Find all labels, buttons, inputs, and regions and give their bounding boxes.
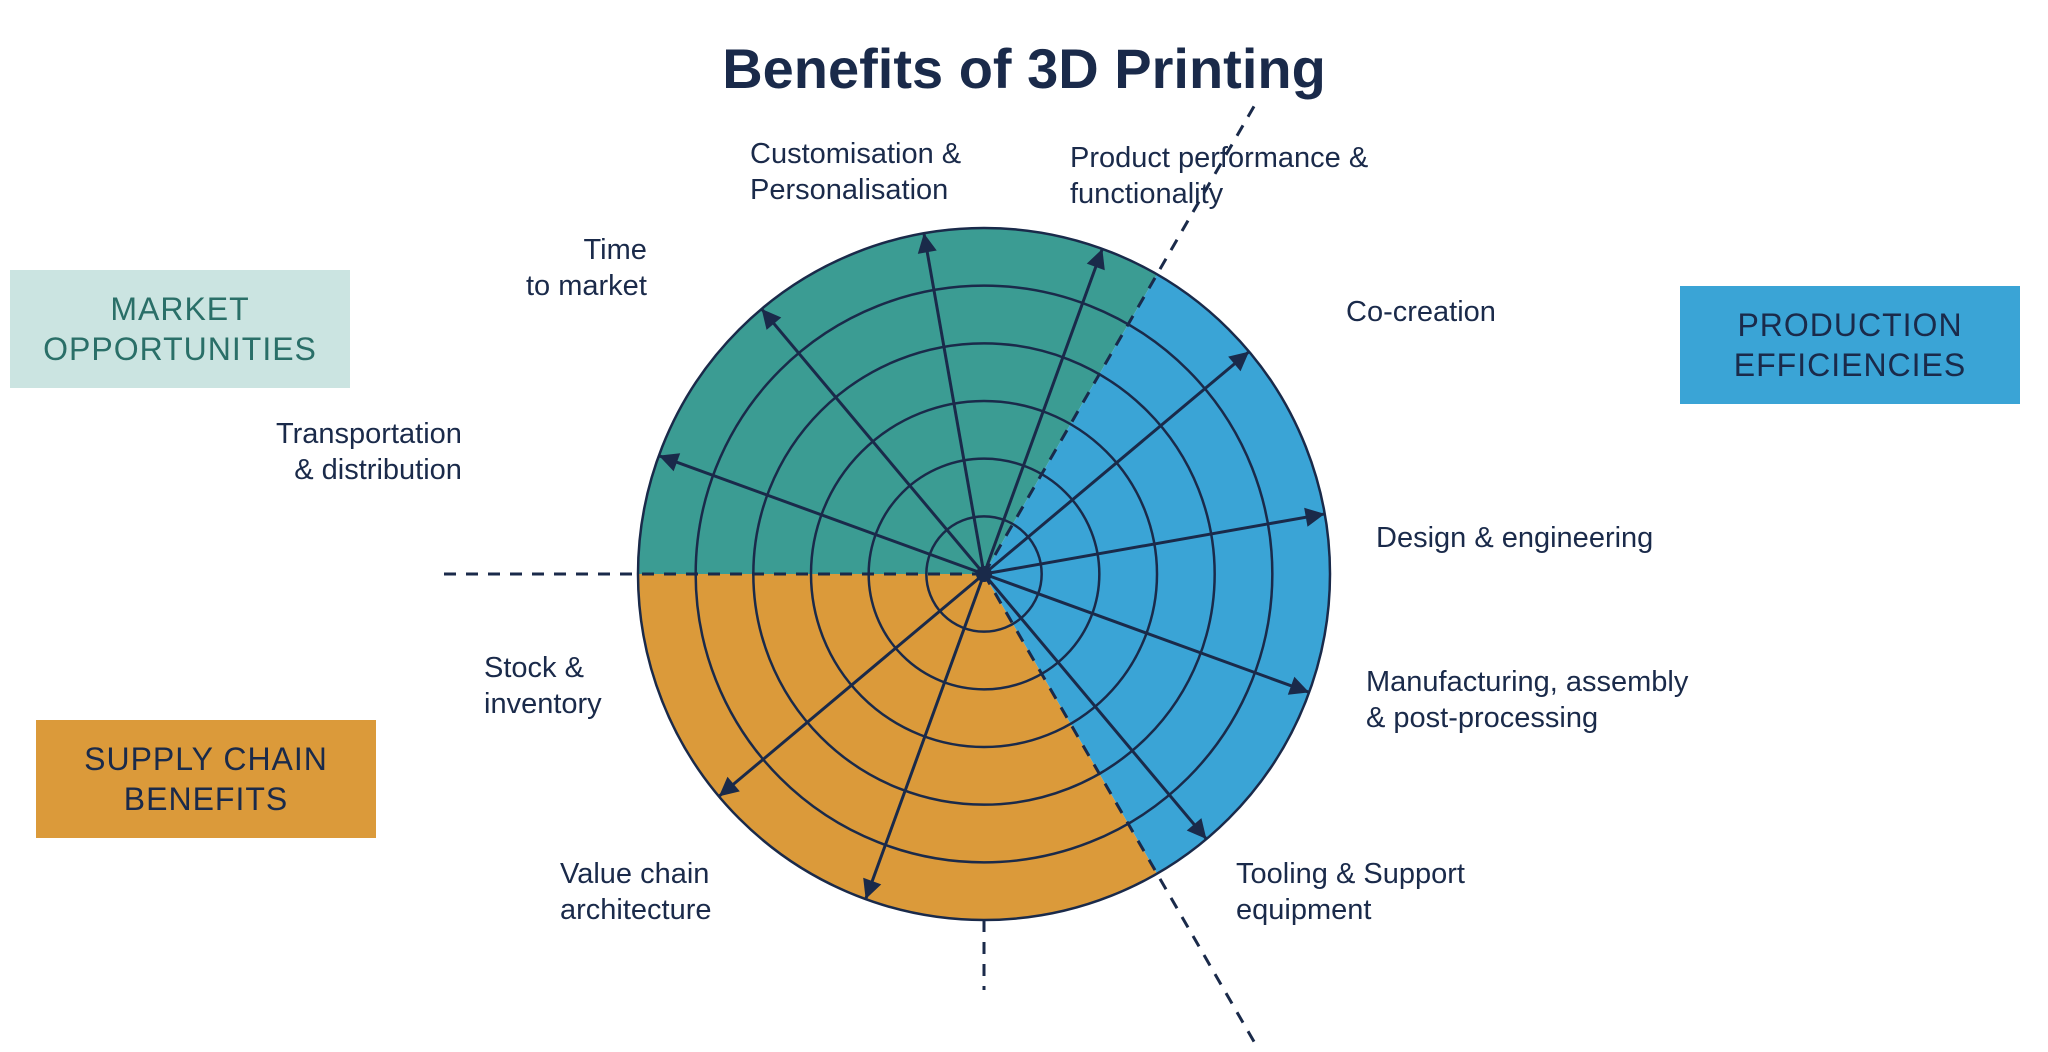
spoke-label: Design & engineering <box>1376 520 1653 556</box>
spoke-label: Manufacturing, assembly& post-processing <box>1366 664 1688 737</box>
category-supply-chain-benefits: SUPPLY CHAINBENEFITS <box>36 720 376 838</box>
center-dot <box>976 566 992 582</box>
spoke-label: Timeto market <box>526 232 647 305</box>
spoke-label: Customisation &Personalisation <box>750 136 961 209</box>
spoke-label: Transportation& distribution <box>276 416 462 489</box>
radial-chart <box>0 0 2048 1052</box>
spoke-label: Co-creation <box>1346 294 1496 330</box>
category-production-efficiencies: PRODUCTIONEFFICIENCIES <box>1680 286 2020 404</box>
spoke-label: Value chainarchitecture <box>560 856 712 929</box>
category-market-opportunities: MARKETOPPORTUNITIES <box>10 270 350 388</box>
spoke-label: Product performance &functionality <box>1070 140 1368 213</box>
spoke-label: Tooling & Supportequipment <box>1236 856 1465 929</box>
spoke-label: Stock &inventory <box>484 650 602 723</box>
